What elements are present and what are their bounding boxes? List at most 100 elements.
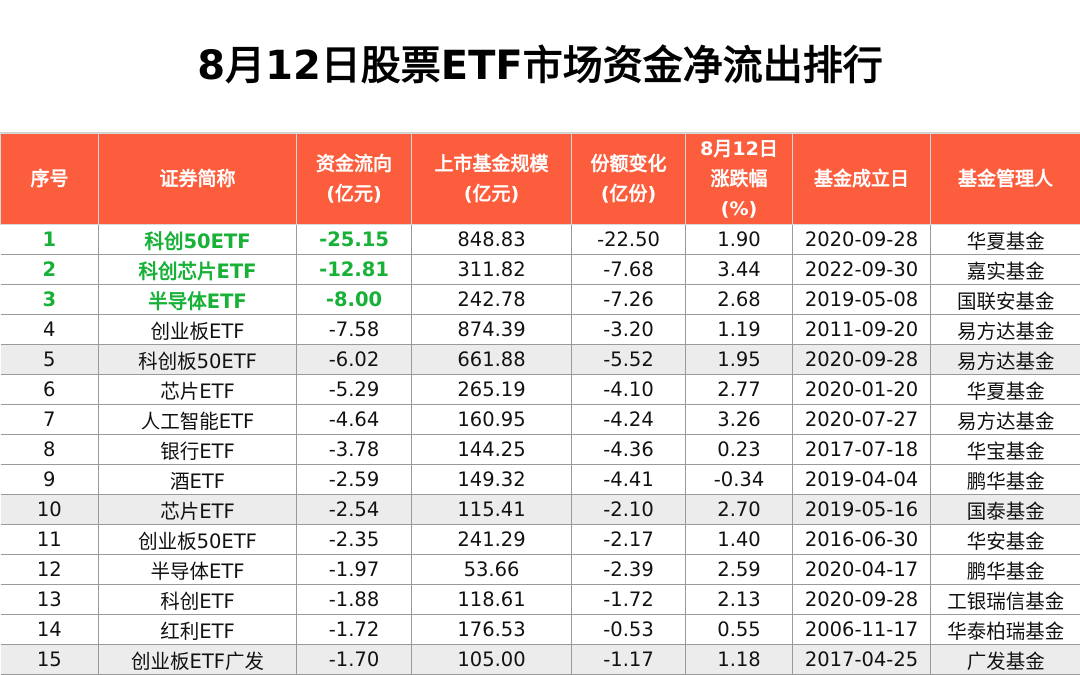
table-header-row: 序号证券简称资金流向(亿元)上市基金规模(亿元)份额变化(亿份)8月12日涨跌幅… [1, 134, 1080, 225]
fund-scale-cell: 874.39 [412, 315, 572, 345]
fund-flow-cell: -5.29 [297, 375, 412, 405]
fund-scale-cell: 265.19 [412, 375, 572, 405]
header-label-line1: 8月12日 [688, 134, 790, 164]
price-change-cell: 0.55 [686, 615, 793, 645]
col-scale-header: 上市基金规模(亿元) [412, 134, 572, 225]
col-rank-header: 序号 [1, 134, 99, 225]
fund-scale-cell: 53.66 [412, 555, 572, 585]
price-change-cell: 1.90 [686, 225, 793, 255]
header-label-line1: 序号 [3, 164, 96, 194]
inception-date-cell: 2006-11-17 [793, 615, 931, 645]
fund-scale-cell: 848.83 [412, 225, 572, 255]
rank-cell: 1 [1, 225, 99, 255]
price-change-cell: 2.13 [686, 585, 793, 615]
inception-date-cell: 2011-09-20 [793, 315, 931, 345]
fund-scale-cell: 144.25 [412, 435, 572, 465]
fund-flow-cell: -6.02 [297, 345, 412, 375]
col-share-header: 份额变化(亿份) [572, 134, 686, 225]
header-label-line2: (亿份) [574, 179, 683, 209]
share-change-cell: -22.50 [572, 225, 686, 255]
header-label-line1: 基金管理人 [933, 164, 1078, 194]
manager-cell: 华泰柏瑞基金 [931, 615, 1080, 645]
fund-name-cell: 银行ETF [99, 435, 297, 465]
rank-cell: 10 [1, 495, 99, 525]
share-change-cell: -2.10 [572, 495, 686, 525]
share-change-cell: -2.17 [572, 525, 686, 555]
inception-date-cell: 2019-05-08 [793, 285, 931, 315]
ranking-table: 序号证券简称资金流向(亿元)上市基金规模(亿元)份额变化(亿份)8月12日涨跌幅… [0, 133, 1080, 675]
fund-scale-cell: 311.82 [412, 255, 572, 285]
col-date-header: 基金成立日 [793, 134, 931, 225]
header-label-line1: 份额变化 [574, 149, 683, 179]
fund-flow-cell: -2.35 [297, 525, 412, 555]
fund-flow-cell: -2.54 [297, 495, 412, 525]
fund-name-cell: 创业板50ETF [99, 525, 297, 555]
share-change-cell: -5.52 [572, 345, 686, 375]
fund-scale-cell: 149.32 [412, 465, 572, 495]
share-change-cell: -4.41 [572, 465, 686, 495]
header-label-line2: (亿元) [414, 179, 569, 209]
fund-flow-cell: -1.97 [297, 555, 412, 585]
manager-cell: 鹏华基金 [931, 555, 1080, 585]
share-change-cell: -3.20 [572, 315, 686, 345]
fund-flow-cell: -1.88 [297, 585, 412, 615]
inception-date-cell: 2020-09-28 [793, 225, 931, 255]
rank-cell: 6 [1, 375, 99, 405]
share-change-cell: -7.68 [572, 255, 686, 285]
rank-cell: 5 [1, 345, 99, 375]
rank-cell: 7 [1, 405, 99, 435]
inception-date-cell: 2020-01-20 [793, 375, 931, 405]
fund-flow-cell: -8.00 [297, 285, 412, 315]
fund-name-cell: 创业板ETF [99, 315, 297, 345]
inception-date-cell: 2017-04-25 [793, 645, 931, 675]
header-label-line1: 上市基金规模 [414, 149, 569, 179]
share-change-cell: -4.24 [572, 405, 686, 435]
header-label-line3: (%) [688, 194, 790, 224]
price-change-cell: 2.59 [686, 555, 793, 585]
manager-cell: 广发基金 [931, 645, 1080, 675]
rank-cell: 2 [1, 255, 99, 285]
manager-cell: 易方达基金 [931, 405, 1080, 435]
fund-name-cell: 半导体ETF [99, 555, 297, 585]
rank-cell: 3 [1, 285, 99, 315]
price-change-cell: 2.68 [686, 285, 793, 315]
fund-flow-cell: -2.59 [297, 465, 412, 495]
share-change-cell: -7.26 [572, 285, 686, 315]
rank-cell: 15 [1, 645, 99, 675]
fund-name-cell: 芯片ETF [99, 375, 297, 405]
fund-name-cell: 创业板ETF广发 [99, 645, 297, 675]
fund-flow-cell: -3.78 [297, 435, 412, 465]
rank-cell: 12 [1, 555, 99, 585]
fund-scale-cell: 105.00 [412, 645, 572, 675]
fund-name-cell: 红利ETF [99, 615, 297, 645]
manager-cell: 国泰基金 [931, 495, 1080, 525]
manager-cell: 易方达基金 [931, 315, 1080, 345]
fund-name-cell: 科创ETF [99, 585, 297, 615]
manager-cell: 国联安基金 [931, 285, 1080, 315]
fund-scale-cell: 661.88 [412, 345, 572, 375]
price-change-cell: 3.26 [686, 405, 793, 435]
fund-name-cell: 科创板50ETF [99, 345, 297, 375]
inception-date-cell: 2020-09-28 [793, 345, 931, 375]
rank-cell: 13 [1, 585, 99, 615]
price-change-cell: 0.23 [686, 435, 793, 465]
col-manager-header: 基金管理人 [931, 134, 1080, 225]
fund-scale-cell: 242.78 [412, 285, 572, 315]
fund-scale-cell: 118.61 [412, 585, 572, 615]
price-change-cell: 3.44 [686, 255, 793, 285]
fund-scale-cell: 176.53 [412, 615, 572, 645]
rank-cell: 9 [1, 465, 99, 495]
share-change-cell: -1.72 [572, 585, 686, 615]
manager-cell: 华安基金 [931, 525, 1080, 555]
